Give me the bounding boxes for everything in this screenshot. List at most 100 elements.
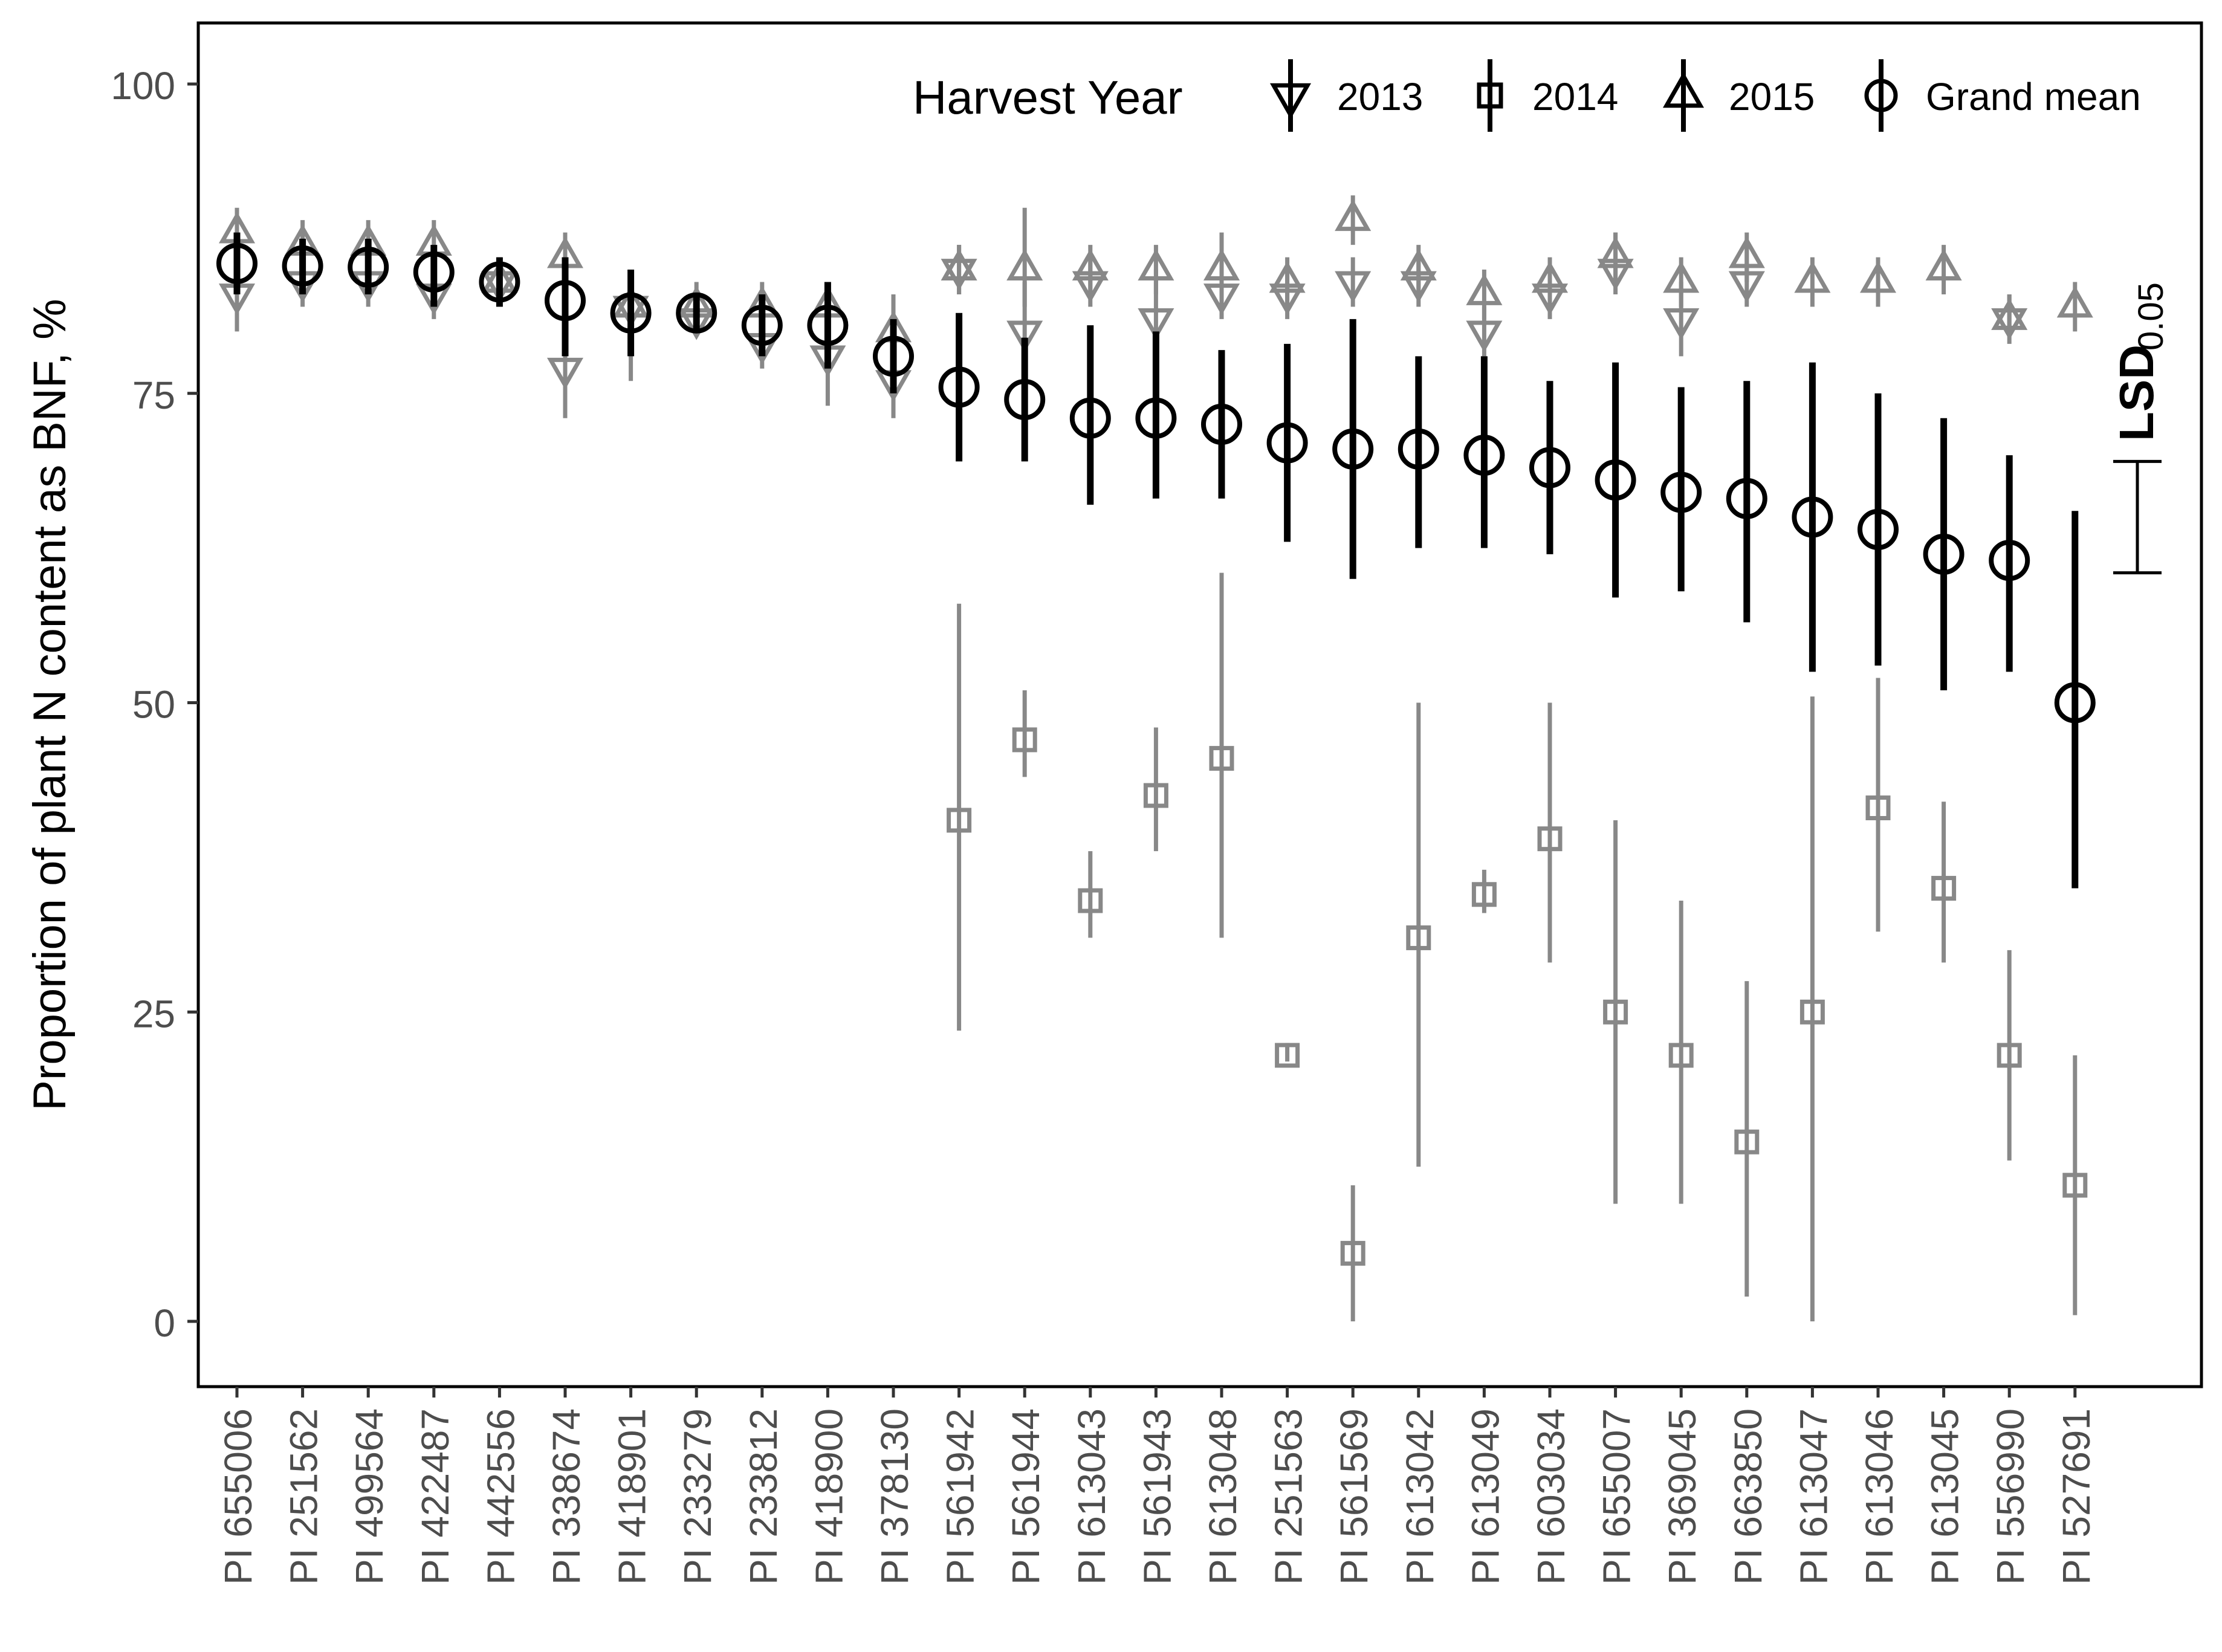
data-point bbox=[2062, 1173, 2088, 1198]
data-point bbox=[676, 292, 717, 334]
legend-key-grand-mean: Grand mean bbox=[1864, 59, 2141, 132]
data-point bbox=[610, 292, 652, 334]
x-tick-label: PI 338674 bbox=[545, 1408, 588, 1585]
legend-entry-label: 2015 bbox=[1729, 75, 1815, 118]
x-tick-label: PI 613049 bbox=[1463, 1408, 1507, 1585]
data-point bbox=[1406, 925, 1431, 950]
plot-panel-border bbox=[196, 21, 2203, 1388]
data-point bbox=[1069, 397, 1111, 439]
data-point bbox=[1537, 826, 1563, 852]
x-axis: PI 655006 PI 251562 PI 499564 PI 422487 PI 4… bbox=[216, 1387, 2098, 1585]
legend-entry-label: 2013 bbox=[1337, 75, 1423, 118]
legend-key-marker bbox=[1477, 82, 1503, 109]
x-tick-label: PI 418900 bbox=[807, 1408, 850, 1585]
x-tick-label: PI 251562 bbox=[282, 1408, 326, 1585]
data-point bbox=[807, 305, 849, 346]
data-point bbox=[938, 366, 980, 408]
data-point bbox=[216, 242, 258, 284]
data-point bbox=[873, 335, 914, 377]
data-point bbox=[1006, 320, 1043, 353]
lsd-label-subscript: 0.05 bbox=[2131, 282, 2171, 351]
series-2013 bbox=[218, 232, 2028, 418]
x-tick-label: PI 527691 bbox=[2055, 1408, 2098, 1585]
x-tick-label: PI 613045 bbox=[1923, 1408, 1967, 1585]
data-point bbox=[1603, 999, 1628, 1025]
legend-title: Harvest Year bbox=[913, 71, 1183, 124]
data-point bbox=[1266, 422, 1308, 464]
data-point bbox=[1923, 533, 1964, 575]
data-point bbox=[1135, 397, 1177, 439]
legend-entry-label: Grand mean bbox=[1926, 75, 2141, 118]
data-point bbox=[282, 245, 323, 287]
x-tick-label: PI 442556 bbox=[479, 1408, 522, 1585]
data-point bbox=[2056, 285, 2093, 318]
data-point bbox=[1466, 320, 1503, 353]
legend-key-2014: 2014 bbox=[1477, 59, 1618, 132]
x-tick-label: PI 663850 bbox=[1726, 1408, 1770, 1585]
y-tick-label: 100 bbox=[111, 64, 175, 108]
data-point bbox=[1340, 1240, 1365, 1266]
data-point bbox=[1597, 259, 1634, 291]
data-point bbox=[1335, 271, 1372, 303]
data-point bbox=[1792, 496, 1833, 538]
data-point bbox=[2054, 682, 2096, 724]
x-tick-label: PI 603034 bbox=[1529, 1408, 1573, 1585]
data-point bbox=[1991, 308, 2028, 340]
data-point bbox=[545, 280, 586, 322]
data-point bbox=[1531, 283, 1569, 316]
data-point bbox=[413, 251, 455, 293]
data-point bbox=[1794, 261, 1831, 293]
data-point bbox=[1726, 478, 1767, 519]
data-point bbox=[1072, 271, 1109, 303]
y-tick-label: 25 bbox=[132, 992, 175, 1035]
data-point bbox=[1275, 1043, 1300, 1068]
x-tick-label: PI 655006 bbox=[216, 1408, 260, 1585]
x-tick-label: PI 251563 bbox=[1267, 1408, 1310, 1585]
x-tick-label: PI 613042 bbox=[1398, 1408, 1442, 1585]
y-tick-label: 0 bbox=[154, 1301, 175, 1345]
data-point bbox=[741, 305, 783, 346]
data-point bbox=[1332, 428, 1374, 470]
data-point bbox=[1209, 746, 1234, 771]
data-point bbox=[1400, 271, 1437, 303]
data-point bbox=[1463, 435, 1505, 476]
data-point bbox=[348, 246, 389, 288]
data-point bbox=[1471, 882, 1497, 907]
lsd-label: LSD bbox=[2110, 345, 2163, 441]
x-tick-label: PI 561944 bbox=[1004, 1408, 1048, 1585]
legend-entry-label: 2014 bbox=[1532, 75, 1618, 118]
legend-key-2015: 2015 bbox=[1662, 59, 1815, 132]
data-point bbox=[1997, 1043, 2022, 1068]
data-point bbox=[1078, 888, 1103, 913]
data-point bbox=[947, 808, 972, 833]
data-point bbox=[1660, 471, 1702, 513]
y-axis: 0 25 50 75 100 bbox=[111, 64, 198, 1345]
data-point bbox=[1398, 428, 1439, 470]
y-axis-title: Proportion of plant N content as BNF, % bbox=[24, 299, 76, 1110]
data-point bbox=[479, 261, 520, 303]
x-tick-label: PI 613046 bbox=[1858, 1408, 1901, 1585]
x-tick-label: PI 613043 bbox=[1070, 1408, 1113, 1585]
x-tick-label: PI 378130 bbox=[873, 1408, 916, 1585]
data-point bbox=[1004, 378, 1046, 420]
y-tick-label: 75 bbox=[132, 374, 175, 417]
data-point bbox=[1925, 248, 1962, 280]
data-point bbox=[1203, 283, 1240, 316]
data-point bbox=[1201, 403, 1242, 445]
data-point bbox=[1728, 271, 1765, 303]
data-point bbox=[1865, 795, 1891, 820]
data-point bbox=[1335, 199, 1372, 232]
x-tick-label: PI 561943 bbox=[1135, 1408, 1179, 1585]
data-point bbox=[1006, 248, 1043, 280]
data-point bbox=[1143, 783, 1168, 808]
data-point bbox=[1529, 447, 1570, 488]
legend-key-marker bbox=[1269, 83, 1312, 120]
x-tick-label: PI 233812 bbox=[742, 1408, 785, 1585]
y-tick-label: 50 bbox=[132, 683, 175, 727]
data-point bbox=[1269, 283, 1306, 316]
data-point bbox=[1931, 876, 1957, 901]
data-point bbox=[1466, 273, 1503, 305]
x-tick-label: PI 561942 bbox=[939, 1408, 982, 1585]
